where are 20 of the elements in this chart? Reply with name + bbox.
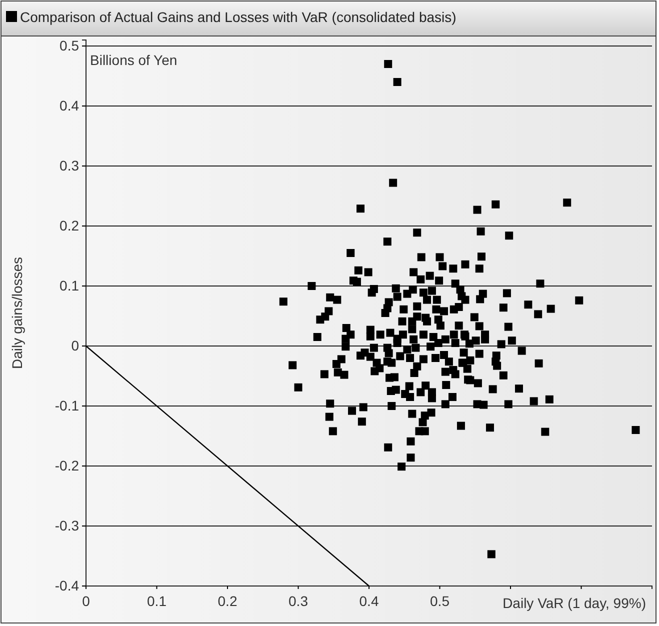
y-tick-label: 0.2 [60,217,80,234]
x-tick-label: 0.2 [218,593,238,609]
y-tick-label: 0.4 [60,97,80,114]
y-tick-label: -0.3 [54,517,80,534]
x-tick-label: 0.4 [359,593,379,609]
annotation: Billions of Yen [90,52,178,68]
x-tick-label: 0.1 [147,593,167,609]
x-tick-label: 0.5 [430,593,450,609]
y-tick-label: 0.1 [60,277,80,294]
y-axis-title: Daily gains/losses [9,256,25,370]
chart-title: Comparison of Actual Gains and Losses with VaR (consolidated basis) [20,9,456,25]
y-tick-label: -0.4 [54,577,80,594]
y-tick-label: -0.2 [54,457,80,474]
y-tick-label: 0 [71,337,80,354]
y-tick-label: -0.1 [54,397,80,414]
x-axis-title: Daily VaR (1 day, 99%) [502,595,646,611]
x-tick-label: 0 [82,593,90,609]
y-tick-label: 0.5 [60,37,80,54]
y-tick-label: 0.3 [60,157,80,174]
x-tick-label: 0.3 [288,593,308,609]
